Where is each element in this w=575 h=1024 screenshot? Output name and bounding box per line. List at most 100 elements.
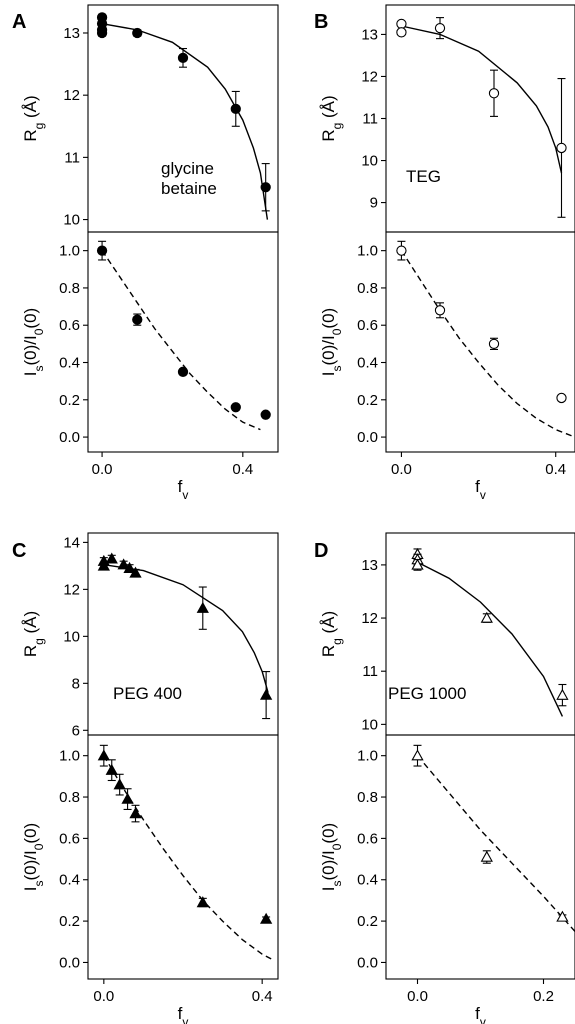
panel-label: B <box>314 11 328 33</box>
x-tick-label: 0.4 <box>232 461 253 478</box>
x-tick-label: 0.4 <box>252 988 273 1005</box>
data-point <box>556 392 567 404</box>
y-tick-label: 1.0 <box>357 243 378 260</box>
panel-a-bottom-plot: 0.0 0.2 0.4 0.6 0.8 1.0 Is(0)/I0(0) 0.0 0.4 fv <box>21 231 279 502</box>
y-tick-label: 0.2 <box>59 913 80 930</box>
data-point <box>96 245 108 256</box>
data-point <box>556 910 569 922</box>
data-point <box>411 749 424 761</box>
y-tick-label: 1.0 <box>59 748 80 765</box>
y-tick-label: 0.2 <box>357 392 378 409</box>
x-axis-label: fv <box>178 477 189 502</box>
data-point <box>396 245 407 256</box>
y-tick-label: 11 <box>64 149 80 166</box>
y-tick-label: 11 <box>362 111 378 128</box>
data-point <box>260 182 271 193</box>
y-tick-label: 10 <box>63 628 80 645</box>
plot-frame <box>385 231 575 453</box>
data-point <box>105 763 118 775</box>
fit-curve <box>417 561 564 717</box>
y-tick-label: 0.4 <box>59 355 80 372</box>
y-tick-label: 13 <box>361 557 378 574</box>
x-tick-label: 0.2 <box>533 988 554 1005</box>
fit-curve <box>103 755 275 962</box>
data-point <box>480 611 493 623</box>
y-tick-label: 0.2 <box>59 392 80 409</box>
data-point <box>434 305 446 316</box>
data-point <box>113 778 126 790</box>
y-tick-label: 1.0 <box>59 243 80 260</box>
data-point <box>97 749 110 761</box>
y-axis-label: Is(0)/I0(0) <box>319 308 344 376</box>
fit-curve <box>400 250 575 438</box>
y-tick-label: 0.6 <box>357 317 378 334</box>
data-point <box>230 103 241 115</box>
y-tick-label: 0.4 <box>59 872 80 889</box>
data-point <box>196 896 209 908</box>
condition-annotation: PEG 1000 <box>388 684 466 703</box>
data-point <box>259 688 273 700</box>
y-axis-label: Is(0)/I0(0) <box>21 823 46 891</box>
x-axis-label: fv <box>475 1004 486 1024</box>
panel-label: A <box>12 11 26 33</box>
y-tick-label: 13 <box>63 25 80 42</box>
data-point <box>96 27 108 39</box>
panel-c-bottom-plot: 0.0 0.2 0.4 0.6 0.8 1.0 Is(0)/I0(0) 0.0 0.4 fv <box>21 734 279 1024</box>
data-point <box>129 566 142 578</box>
y-tick-label: 6 <box>72 722 80 739</box>
y-tick-label: 0.8 <box>357 280 378 297</box>
condition-annotation: PEG 400 <box>113 684 182 703</box>
x-tick-label: 0.4 <box>545 461 566 478</box>
y-tick-label: 0.0 <box>357 954 378 971</box>
panel-d-top-plot: 10 11 12 13 Rg (Å) <box>319 532 575 736</box>
panel-label: C <box>12 540 26 562</box>
data-point <box>132 27 143 39</box>
y-tick-label: 8 <box>72 675 80 692</box>
y-axis-label: Rg (Å) <box>319 95 344 141</box>
y-tick-label: 12 <box>361 68 378 85</box>
y-tick-label: 0.8 <box>59 280 80 297</box>
data-point <box>123 561 136 573</box>
data-point <box>396 27 407 38</box>
x-tick-label: 0.0 <box>391 461 412 478</box>
plot-frame <box>87 734 279 980</box>
plot-frame <box>385 4 575 233</box>
condition-annotation: TEG <box>406 167 441 186</box>
data-point <box>121 792 134 804</box>
y-axis-label: Rg (Å) <box>21 611 46 657</box>
panel-b-top-plot: 9 10 11 12 13 Rg (Å) <box>319 4 575 233</box>
data-point <box>129 807 142 819</box>
condition-annotation: glycine <box>161 159 214 178</box>
y-tick-label: 0.8 <box>59 789 80 806</box>
x-tick-label: 0.0 <box>93 988 114 1005</box>
y-tick-label: 11 <box>362 663 378 680</box>
y-axis-label: Rg (Å) <box>21 95 46 141</box>
data-point <box>196 601 209 613</box>
y-tick-label: 12 <box>63 581 80 598</box>
y-tick-label: 0.6 <box>59 830 80 847</box>
data-point <box>97 559 110 571</box>
data-point <box>556 688 569 700</box>
y-tick-label: 10 <box>63 212 80 229</box>
panel-c-top-plot: 6 8 10 12 14 Rg (Å) <box>21 532 279 739</box>
plot-frame <box>87 231 279 453</box>
data-point <box>488 338 500 350</box>
data-point <box>556 142 567 154</box>
y-tick-label: 9 <box>370 195 378 212</box>
panel-d-bottom-plot: 0.0 0.2 0.4 0.6 0.8 1.0 Is(0)/I0(0) 0.0 0.2 fv <box>319 734 575 1024</box>
data-point <box>434 22 446 34</box>
condition-annotation: betaine <box>161 179 217 198</box>
y-tick-label: 0.0 <box>357 429 378 446</box>
data-point <box>132 314 143 325</box>
y-tick-label: 10 <box>361 716 378 733</box>
y-tick-label: 0.2 <box>357 913 378 930</box>
fit-curve <box>416 755 575 932</box>
x-axis-label: fv <box>475 477 486 502</box>
y-axis-label: Rg (Å) <box>319 611 344 657</box>
y-tick-label: 0.0 <box>59 429 80 446</box>
y-tick-label: 10 <box>361 153 378 170</box>
data-point <box>411 558 424 570</box>
fit-curve <box>101 23 269 220</box>
y-tick-label: 0.6 <box>59 317 80 334</box>
